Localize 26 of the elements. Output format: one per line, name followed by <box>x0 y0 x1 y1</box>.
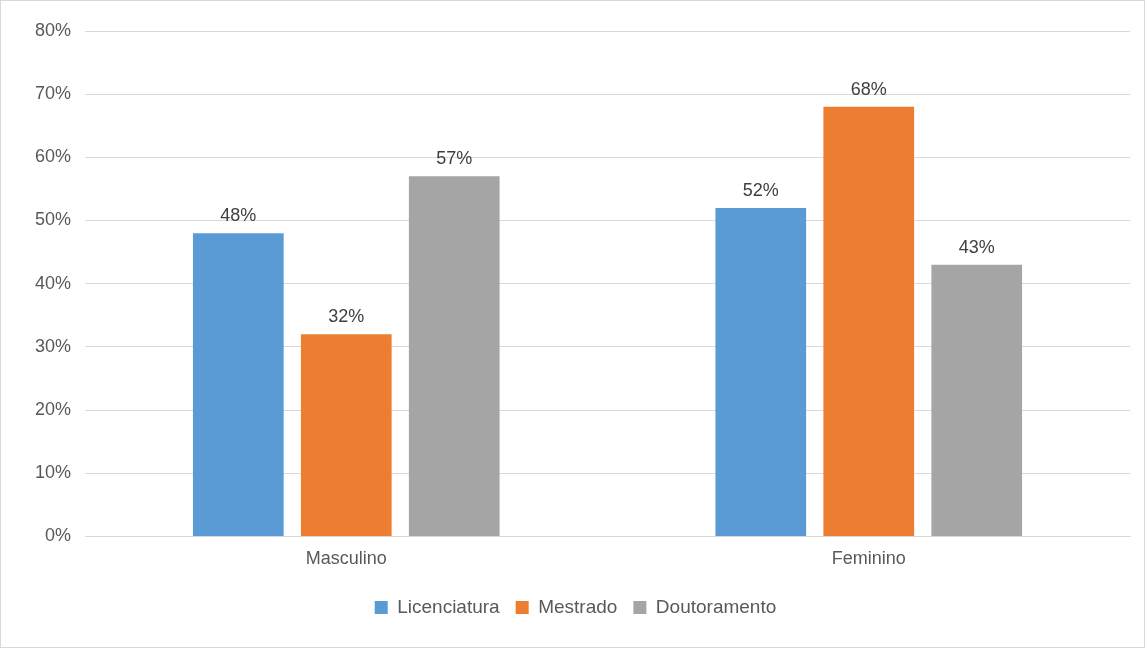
y-tick-label: 10% <box>35 462 72 483</box>
data-label: 68% <box>850 78 887 99</box>
x-tick-label: Feminino <box>831 548 906 569</box>
data-label: 52% <box>742 179 779 200</box>
y-tick-label: 40% <box>35 272 72 293</box>
legend-label: Licenciatura <box>397 595 501 617</box>
bar <box>715 207 807 536</box>
x-tick-label: Masculino <box>305 548 387 569</box>
legend-label: Mestrado <box>538 595 618 617</box>
bar <box>408 176 500 536</box>
y-tick-label: 50% <box>35 209 72 230</box>
data-label: 57% <box>436 148 473 169</box>
bar <box>823 106 915 536</box>
bar <box>931 264 1023 536</box>
y-tick-label: 70% <box>35 83 72 104</box>
bar <box>300 334 392 536</box>
y-tick-label: 0% <box>45 525 72 546</box>
data-label: 43% <box>958 236 995 257</box>
y-tick-label: 30% <box>35 335 72 356</box>
y-tick-label: 80% <box>35 19 72 40</box>
data-label: 48% <box>220 205 257 226</box>
y-tick-label: 60% <box>35 146 72 167</box>
data-label: 32% <box>328 306 365 327</box>
y-tick-label: 20% <box>35 399 72 420</box>
legend-label: Doutoramento <box>655 595 777 617</box>
bar <box>192 233 284 536</box>
